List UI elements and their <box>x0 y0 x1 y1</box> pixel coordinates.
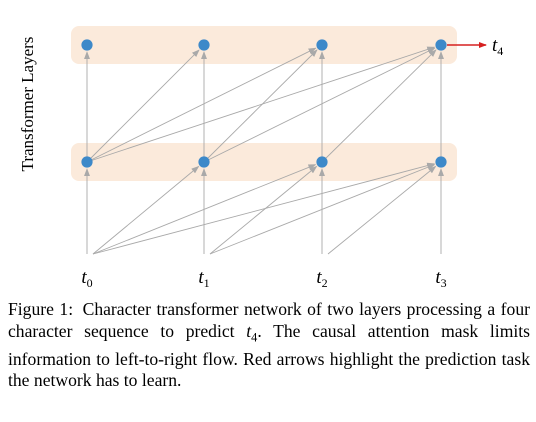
lower-layer-node-1 <box>198 156 210 168</box>
upper-layer-node-2 <box>316 39 328 51</box>
token-label-t1: t1 <box>198 267 209 290</box>
upper-layer-node-3 <box>435 39 447 51</box>
layer-band-lower <box>71 143 457 181</box>
edge-input-1-to-lower-2 <box>209 165 318 255</box>
caption-text-part2: . The causal attention mask limits infor… <box>8 320 530 391</box>
token-label-t0: t0 <box>81 267 92 290</box>
edge-lower-0-to-upper-2 <box>86 47 317 163</box>
y-axis-label: Transformer Layers <box>18 37 37 172</box>
figure-caption: Figure 1: Character transformer network … <box>8 299 530 392</box>
caption-label: Figure 1: <box>8 299 74 319</box>
lower-layer-node-2 <box>316 156 328 168</box>
edge-lower-2-to-upper-3 <box>321 49 437 163</box>
target-label-t4: t4 <box>492 35 503 58</box>
edge-lower-1-to-upper-3 <box>203 47 436 163</box>
edge-input-0-to-lower-1 <box>92 165 200 255</box>
attention-edges <box>84 46 444 255</box>
token-label-t3: t3 <box>435 267 446 290</box>
caption-target-symbol: t4 <box>246 320 258 345</box>
upper-layer-node-0 <box>81 39 93 51</box>
edge-input-2-to-lower-3 <box>327 165 437 255</box>
lower-layer-node-3 <box>435 156 447 168</box>
edge-lower-1-to-upper-2 <box>203 49 318 163</box>
caption-text-part1: Character transformer network of two lay… <box>8 299 530 341</box>
token-label-t2: t2 <box>316 267 327 290</box>
layer-nodes <box>81 39 447 168</box>
upper-layer-node-1 <box>198 39 210 51</box>
transformer-diagram: Transformer Layers t0 t1 t2 t3 t4 <box>18 26 503 290</box>
lower-layer-node-0 <box>81 156 93 168</box>
layer-band-upper <box>71 26 457 64</box>
edge-input-0-to-lower-3 <box>92 162 436 255</box>
edge-lower-0-to-upper-1 <box>86 49 200 163</box>
edge-lower-0-to-upper-3 <box>86 46 436 163</box>
